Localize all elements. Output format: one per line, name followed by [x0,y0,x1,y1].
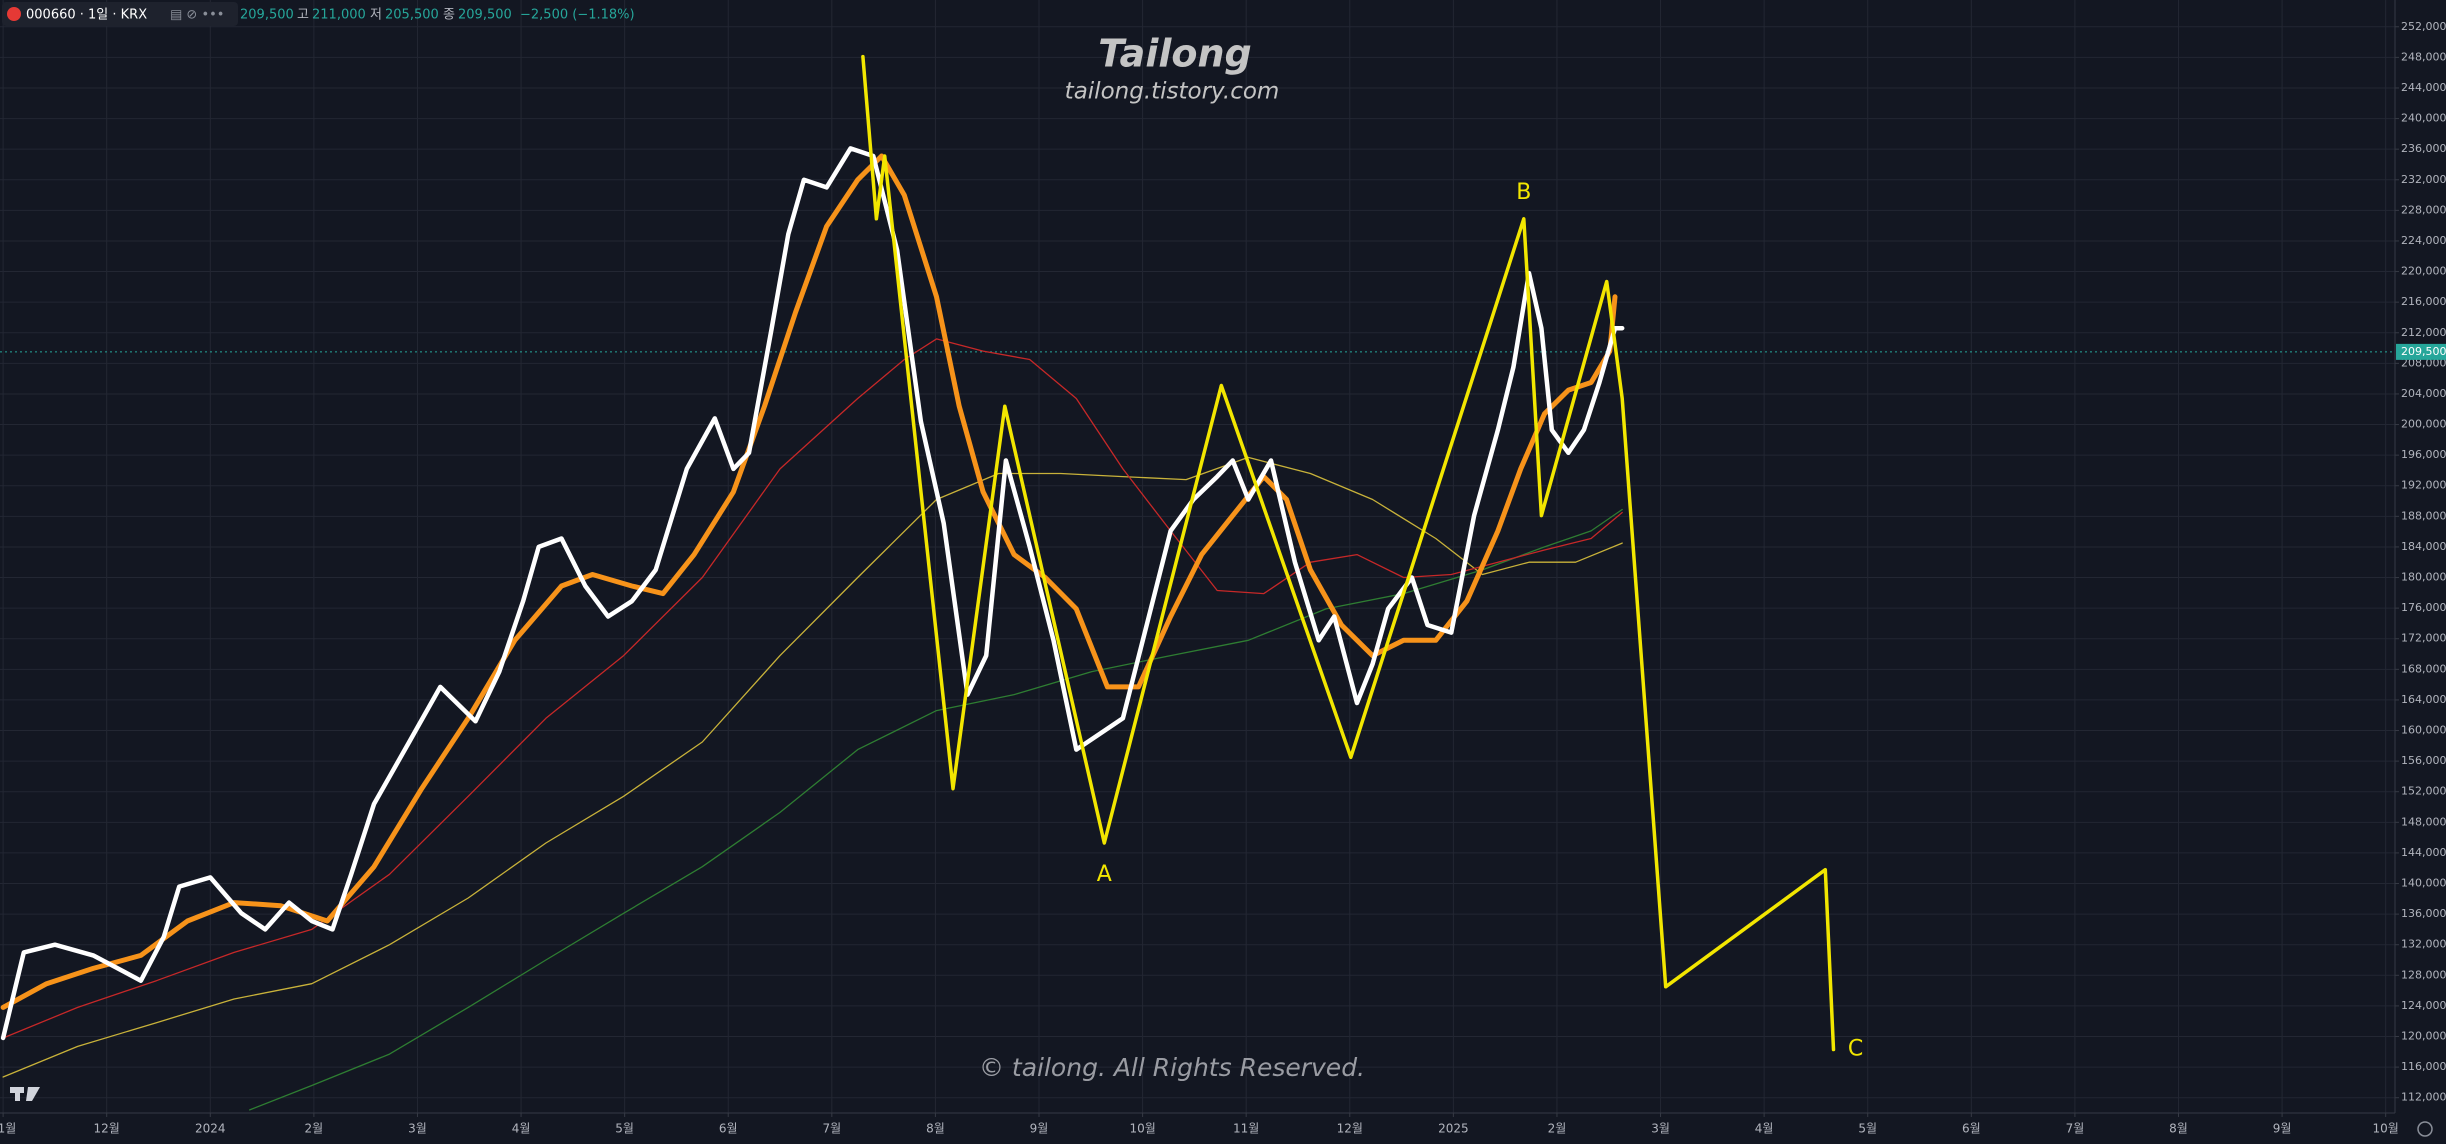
x-tick-label: 6월 [719,1122,738,1136]
x-tick-label: 10월 [1129,1122,1155,1136]
y-tick-label: 168,000 [2401,662,2446,675]
y-tick-label: 192,000 [2401,479,2446,492]
y-tick-label: 220,000 [2401,265,2446,278]
x-tick-label: 2월 [1548,1122,1567,1136]
y-tick-label: 152,000 [2401,785,2446,798]
y-tick-label: 184,000 [2401,540,2446,553]
close-value: 209,500 [458,8,512,23]
y-tick-label: 232,000 [2401,173,2446,186]
y-tick-label: 128,000 [2401,968,2446,981]
watermark-url: tailong.tistory.com [1065,79,1280,105]
plot: A B C [0,54,1863,1111]
open-value: 209,500 [240,8,294,23]
y-tick-label: 120,000 [2401,1030,2446,1043]
y-tick-label: 180,000 [2401,571,2446,584]
x-tick-label: 9월 [1030,1122,1049,1136]
y-tick-label: 172,000 [2401,632,2446,645]
x-tick-label: 4월 [1755,1122,1774,1136]
y-tick-label: 204,000 [2401,387,2446,400]
last-price-tag [2396,343,2446,360]
y-tick-label: 228,000 [2401,203,2446,216]
y-tick-label: 160,000 [2401,724,2446,737]
x-tick-label: 7월 [822,1122,841,1136]
x-tick-label: 8월 [2169,1122,2188,1136]
wave-label: B [1516,180,1531,205]
y-tick-label: 136,000 [2401,907,2446,920]
low-label: 저 [370,8,382,23]
y-tick-label: 236,000 [2401,142,2446,155]
x-tick-label: 12월 [94,1122,120,1136]
x-tick-label: 2025 [1438,1122,1469,1136]
wave-label: C [1848,1037,1863,1062]
high-value: 211,000 [312,8,366,23]
logo-part [26,1087,40,1101]
x-tick-label: 9월 [2273,1122,2292,1136]
x-tick-label: 2월 [305,1122,324,1136]
axes: 112,000 116,000 120,000 124,000 128,000 132,0… [0,20,2446,1136]
x-tick-label: 5월 [615,1122,634,1136]
y-tick-label: 156,000 [2401,754,2446,767]
wave-label: A [1097,862,1112,887]
y-tick-label: 176,000 [2401,601,2446,614]
y-tick-label: 124,000 [2401,999,2446,1012]
x-tick-label: 2024 [195,1122,226,1136]
tv-logo [10,1087,40,1101]
close-label: 종 [443,8,455,23]
y-tick-label: 148,000 [2401,815,2446,828]
y-tick-label: 216,000 [2401,295,2446,308]
y-tick-label: 116,000 [2401,1060,2446,1073]
high-label: 고 [297,8,309,23]
y-tick-label: 212,000 [2401,326,2446,339]
x-tick-label: 3월 [408,1122,427,1136]
y-tick-label: 252,000 [2401,20,2446,33]
ma-line [249,508,1623,1111]
y-tick-label: 164,000 [2401,693,2446,706]
y-tick-label: 196,000 [2401,448,2446,461]
y-tick-label: 132,000 [2401,938,2446,951]
wave-line [861,54,1836,1052]
y-tick-label: 224,000 [2401,234,2446,247]
last-price-label: 209,500 [2401,345,2446,358]
y-tick-label: 200,000 [2401,418,2446,431]
symbol-icon [7,7,21,21]
x-tick-label: 3월 [1651,1122,1670,1136]
x-tick-label: 6월 [1962,1122,1981,1136]
ma-line [0,146,1625,1041]
y-tick-label: 248,000 [2401,50,2446,63]
symbol-box [2,2,238,26]
settings-button[interactable] [2417,1121,2433,1137]
x-tick-label: 5월 [1858,1122,1877,1136]
watermark-title: Tailong [1098,32,1251,76]
y-tick-label: 240,000 [2401,112,2446,125]
ma-line [2,338,1623,1039]
change: −2,500 (−1.18%) [520,8,635,23]
x-tick-label: 12월 [1337,1122,1363,1136]
y-tick-label: 112,000 [2401,1091,2446,1104]
x-tick-label: 11월 [1233,1122,1259,1136]
y-tick-label: 188,000 [2401,509,2446,522]
x-tick-label: 8월 [926,1122,945,1136]
y-tick-label: 140,000 [2401,877,2446,890]
ma-line [0,153,1618,1010]
x-tick-label: 4월 [512,1122,531,1136]
header: 000660 · 1일 · KRX ▤ ⊘ ••• 209,500 고 211,… [2,2,635,26]
watermark-copyright: © tailong. All Rights Reserved. [979,1053,1365,1082]
y-tick-label: 244,000 [2401,81,2446,94]
logo-part [15,1087,20,1101]
x-tick-label: 10월 [2373,1122,2399,1136]
y-tick-label: 144,000 [2401,846,2446,859]
x-tick-label: 7월 [2066,1122,2085,1136]
low-value: 205,500 [385,8,439,23]
x-tick-label: 11월 [0,1122,16,1136]
symbol: 000660 · 1일 · KRX [26,8,147,23]
toolbar-icons[interactable]: ▤ ⊘ ••• [170,8,224,23]
